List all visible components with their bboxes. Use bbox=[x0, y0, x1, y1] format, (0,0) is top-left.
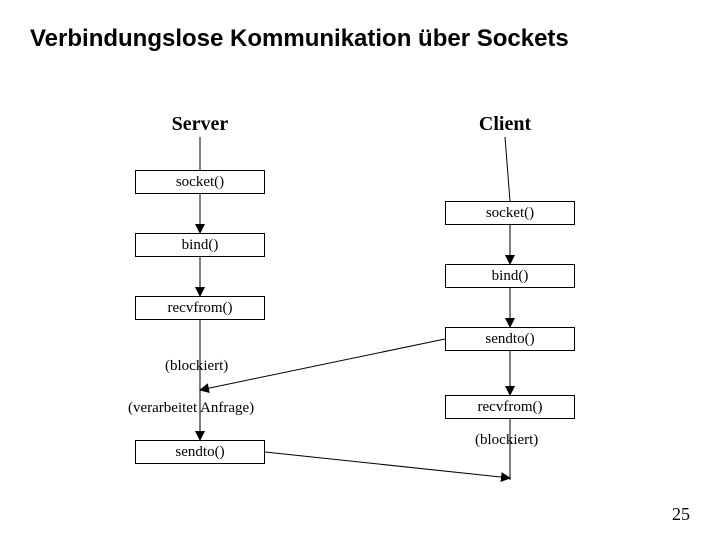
client-blockiert-label: (blockiert) bbox=[475, 432, 538, 449]
client-sendto-box: sendto() bbox=[445, 327, 575, 351]
server-socket-box: socket() bbox=[135, 170, 265, 194]
server-heading: Server bbox=[160, 113, 240, 136]
client-bind-box: bind() bbox=[445, 264, 575, 288]
server-verarbeitet-label: (verarbeitet Anfrage) bbox=[128, 400, 254, 417]
page-title: Verbindungslose Kommunikation über Socke… bbox=[30, 25, 569, 53]
client-heading: Client bbox=[470, 113, 540, 136]
server-sendto-box: sendto() bbox=[135, 440, 265, 464]
server-blockiert-label: (blockiert) bbox=[165, 358, 228, 375]
client-socket-box: socket() bbox=[445, 201, 575, 225]
page: Verbindungslose Kommunikation über Socke… bbox=[0, 0, 720, 540]
server-bind-box: bind() bbox=[135, 233, 265, 257]
connector-lines bbox=[0, 0, 720, 540]
client-recvfrom-box: recvfrom() bbox=[445, 395, 575, 419]
page-number: 25 bbox=[672, 504, 690, 525]
server-recvfrom-box: recvfrom() bbox=[135, 296, 265, 320]
